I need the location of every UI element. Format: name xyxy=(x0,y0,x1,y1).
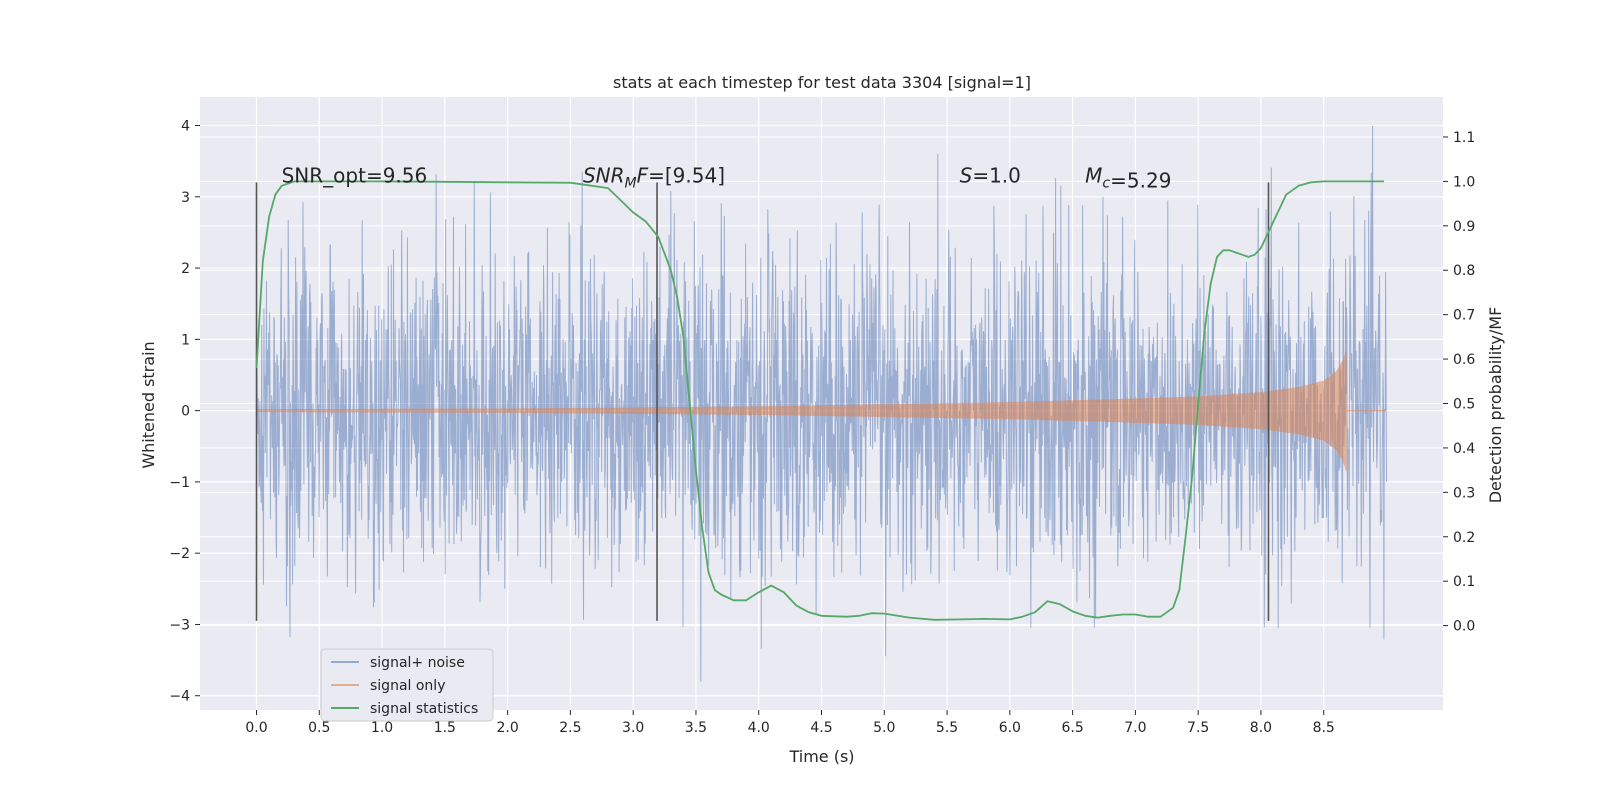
x-axis-ticks: 0.0 0.5 1.0 1.5 2.0 2.5 3.0 3.5 4.0 4.5 5.0 5.5 6.0 6… xyxy=(245,710,1335,736)
legend-box xyxy=(320,648,494,722)
y-right-tick-label: 0.4 xyxy=(1453,441,1475,457)
y-left-tick-label: 3 xyxy=(181,190,190,206)
signal-only-line xyxy=(256,350,1347,472)
x-tick-label: 7.0 xyxy=(1124,720,1146,736)
x-tick-label: 5.0 xyxy=(873,720,895,736)
y-right-tick-label: 0.7 xyxy=(1453,308,1475,324)
legend-label-signal-noise: signal+ noise xyxy=(370,655,465,671)
x-tick-label: 6.0 xyxy=(999,720,1021,736)
vertical-markers xyxy=(255,182,1270,621)
x-tick-label: 0.0 xyxy=(245,720,267,736)
x-tick-label: 1.5 xyxy=(434,720,456,736)
x-tick-label: 3.5 xyxy=(685,720,707,736)
x-tick-label: 3.0 xyxy=(622,720,644,736)
x-tick-label: 7.5 xyxy=(1187,720,1209,736)
legend-label-signal-only: signal only xyxy=(370,678,445,694)
x-tick-label: 5.5 xyxy=(936,720,958,736)
x-tick-label: 4.5 xyxy=(810,720,832,736)
x-tick-label: 4.0 xyxy=(748,720,770,736)
x-tick-label: 8.0 xyxy=(1250,720,1272,736)
y-left-tick-label: 4 xyxy=(181,119,190,135)
y-right-tick-label: 0.1 xyxy=(1453,574,1475,590)
annotation-text: SNRMF=[9.54] xyxy=(583,164,725,192)
legend-label-signal-statistics: signal statistics xyxy=(370,701,478,717)
y-left-tick-label: −3 xyxy=(169,617,190,633)
y-axis-left-label: Whitened strain xyxy=(139,341,158,468)
x-tick-label: 1.0 xyxy=(371,720,393,736)
x-axis-label: Time (s) xyxy=(788,747,854,766)
annotations: SNR_opt=9.56 SNRMF=[9.54] S=1.0 Mc=5.29 xyxy=(282,164,1172,193)
chart-title: stats at each timestep for test data 330… xyxy=(613,73,1031,92)
y-left-tick-label: 1 xyxy=(181,332,190,348)
x-tick-label: 2.0 xyxy=(496,720,518,736)
signal-noise-series xyxy=(256,125,1387,682)
signal-statistics-line xyxy=(255,180,1384,621)
signal-noise-line xyxy=(256,125,1387,682)
y-right-tick-label: 0.9 xyxy=(1453,219,1475,235)
y-left-tick-label: −2 xyxy=(169,546,190,562)
annotation-text: Mc=5.29 xyxy=(1085,164,1171,193)
x-tick-label: 8.5 xyxy=(1313,720,1335,736)
y-left-tick-label: 0 xyxy=(181,404,190,420)
y-right-tick-label: 0.3 xyxy=(1453,485,1475,501)
annotation-text: S=1.0 xyxy=(960,164,1021,188)
signal-only-series xyxy=(256,350,1387,472)
x-tick-label: 0.5 xyxy=(308,720,330,736)
y-right-tick-label: 1.1 xyxy=(1453,130,1475,146)
y-right-tick-label: 1.0 xyxy=(1453,174,1475,190)
annotation-text: SNR_opt=9.56 xyxy=(282,164,428,188)
y-right-tick-label: 0.0 xyxy=(1453,619,1475,635)
y-right-tick-label: 0.2 xyxy=(1453,530,1475,546)
y-axis-right-ticks: 1.1 1.0 0.9 0.8 0.7 0.6 0.5 0.4 0.3 0.2 0.1 0.0 xyxy=(1443,130,1475,635)
x-tick-label: 6.5 xyxy=(1061,720,1083,736)
y-right-tick-label: 0.6 xyxy=(1453,352,1475,368)
y-axis-right-label: Detection probability/MF xyxy=(1486,307,1505,504)
x-tick-label: 2.5 xyxy=(559,720,581,736)
y-right-tick-label: 0.5 xyxy=(1453,397,1475,413)
legend: signal+ noise signal only signal statist… xyxy=(320,648,494,722)
y-left-tick-label: 2 xyxy=(181,261,190,277)
y-left-tick-label: −1 xyxy=(169,475,190,491)
y-right-tick-label: 0.8 xyxy=(1453,263,1475,279)
y-left-tick-label: −4 xyxy=(169,689,190,705)
signal-statistics-series xyxy=(255,180,1384,621)
y-axis-left-ticks: 4 3 2 1 0 −1 −2 −3 −4 xyxy=(169,119,200,705)
